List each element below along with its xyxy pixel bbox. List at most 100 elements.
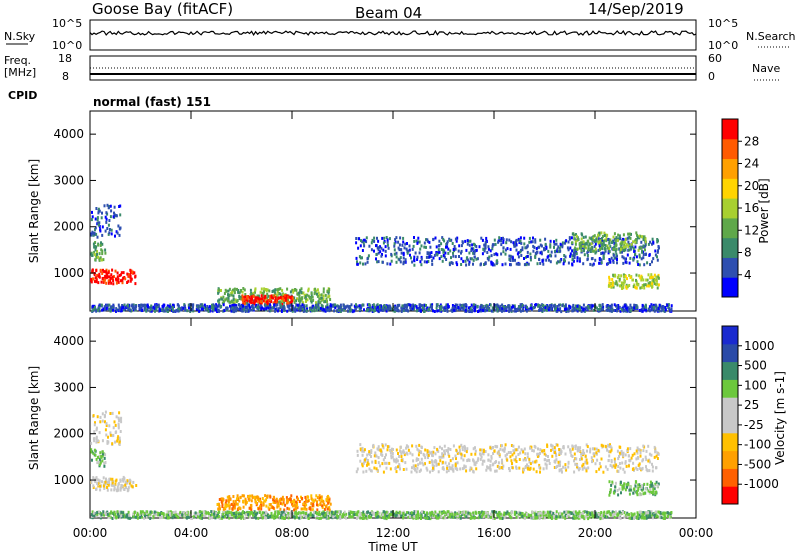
power-cell	[249, 288, 252, 292]
power-cell	[629, 256, 632, 260]
velocity-cell	[597, 448, 600, 452]
velocity-cell	[231, 507, 234, 511]
velocity-cell	[367, 459, 369, 462]
power-cell	[119, 213, 122, 217]
power-cell	[519, 236, 522, 240]
power-cell	[161, 305, 164, 308]
velocity-cell	[643, 482, 646, 486]
velocity-cell	[368, 452, 371, 455]
power-cell	[601, 243, 604, 247]
power-cell	[587, 245, 590, 249]
power-cell	[423, 304, 426, 308]
power-cell	[534, 254, 537, 258]
velocity-cell	[607, 450, 610, 454]
power-cell	[411, 306, 414, 310]
velocity-cell	[574, 510, 577, 514]
velocity-cell	[564, 463, 567, 467]
power-cell	[515, 243, 518, 247]
power-cell	[215, 307, 218, 311]
power-cell	[644, 240, 647, 244]
power-cell	[623, 280, 626, 284]
velocity-cell	[254, 497, 257, 501]
power-cell	[262, 307, 265, 311]
power-cell	[299, 289, 302, 293]
power-cell	[512, 258, 514, 262]
power-cell	[94, 258, 97, 262]
power-cell	[163, 303, 166, 307]
power-cell	[411, 247, 414, 251]
power-cell	[626, 285, 629, 289]
power-cell	[370, 248, 373, 252]
velocity-cell	[651, 462, 653, 466]
power-cell	[654, 253, 657, 257]
velocity-cell	[381, 453, 384, 457]
power-cell	[96, 218, 99, 222]
power-cell	[283, 294, 286, 298]
velocity-cell	[533, 444, 536, 448]
nsky-frame	[89, 19, 697, 51]
power-cell	[452, 248, 455, 251]
power-cell	[598, 244, 601, 248]
power-cell	[488, 255, 491, 259]
power-cell	[603, 251, 606, 255]
velocity-cell	[607, 459, 610, 462]
power-cell	[114, 269, 117, 273]
velocity-cell	[628, 458, 631, 462]
power-cell	[364, 262, 367, 266]
power-colorbar-step	[722, 277, 738, 298]
power-cell	[217, 291, 220, 295]
power-cell	[620, 274, 623, 278]
power-cell	[445, 258, 448, 261]
power-cell	[397, 308, 400, 312]
velocity-cell	[563, 510, 566, 514]
power-region-6	[570, 231, 647, 253]
velocity-cell	[118, 418, 120, 422]
velocity-cell	[97, 460, 100, 464]
velocity-cell	[610, 483, 613, 487]
power-cell	[268, 289, 271, 293]
velocity-cell	[536, 516, 539, 520]
power-cell	[543, 247, 545, 251]
power-cell	[592, 262, 595, 266]
velocity-cell	[105, 477, 107, 481]
velocity-cell	[653, 445, 656, 449]
power-cell	[496, 307, 499, 311]
power-cell	[573, 253, 576, 257]
velocity-cell	[108, 424, 111, 428]
power-cell	[99, 228, 102, 232]
velocity-cell	[392, 448, 394, 451]
power-cell	[376, 260, 379, 264]
power-cell	[624, 260, 627, 264]
power-cell	[233, 288, 236, 291]
power-cell	[456, 236, 459, 240]
power-cell	[652, 257, 655, 261]
power-cell	[476, 257, 479, 261]
velocity-cell	[102, 476, 105, 480]
velocity-cell	[493, 449, 496, 453]
power-cell	[116, 231, 119, 235]
power-cell	[593, 308, 595, 312]
velocity-cell	[460, 443, 463, 447]
power-cell	[276, 288, 279, 292]
power-cell	[106, 203, 109, 207]
power-cell	[133, 271, 136, 275]
velocity-cell	[248, 506, 251, 510]
velocity-cell	[261, 516, 264, 520]
velocity-cell	[286, 506, 289, 510]
velocity-cell	[435, 463, 438, 467]
power-cell	[113, 211, 115, 215]
power-cell	[498, 236, 501, 240]
velocity-region-5	[608, 480, 660, 497]
power-cell	[329, 298, 332, 301]
power-cell	[405, 304, 408, 308]
power-cell	[97, 308, 99, 312]
power-cell	[117, 303, 120, 307]
power-cell	[527, 262, 530, 266]
velocity-cell	[99, 461, 102, 465]
power-cell	[409, 307, 412, 311]
power-cell	[96, 221, 99, 225]
power-cell	[369, 304, 371, 308]
power-cell	[608, 258, 611, 261]
velocity-cell	[527, 467, 530, 471]
power-cell	[437, 248, 440, 252]
